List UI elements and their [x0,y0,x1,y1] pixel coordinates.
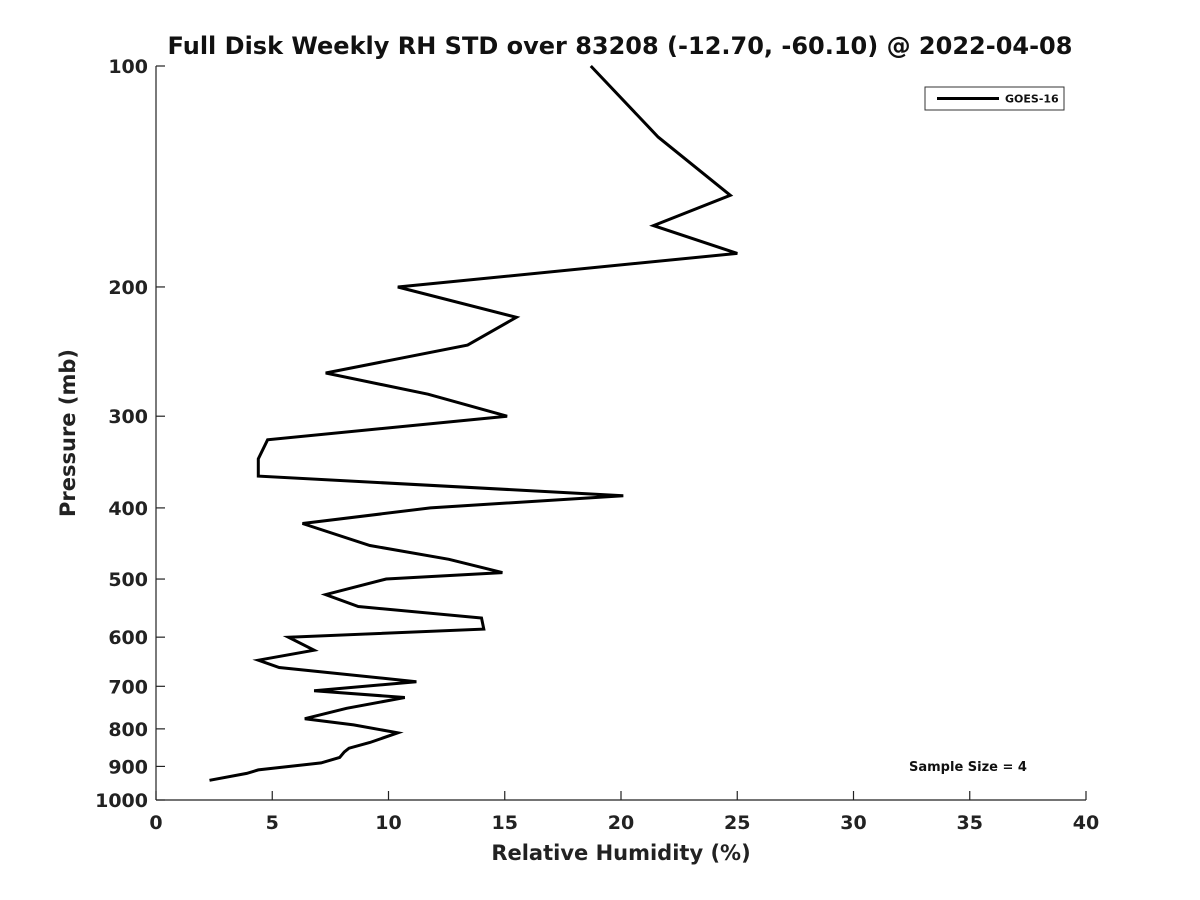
x-tick-label: 35 [957,812,983,834]
x-tick-label: 25 [724,812,750,834]
y-tick-label: 100 [108,56,148,78]
chart-title: Full Disk Weekly RH STD over 83208 (-12.… [168,32,1073,60]
x-tick-label: 0 [149,812,162,834]
x-tick-label: 10 [375,812,401,834]
y-ticks: 100 200 300 400 500 600 700 800 900 1000 [95,56,165,812]
y-tick-label: 800 [108,719,148,741]
y-tick-label: 900 [108,756,148,778]
y-tick-label: 1000 [95,790,148,812]
y-tick-label: 300 [108,406,148,428]
plot-area [155,66,1086,801]
x-tick-label: 40 [1073,812,1099,834]
x-tick-label: 15 [492,812,518,834]
x-ticks: 0 5 10 15 20 25 30 35 40 [149,791,1099,834]
series-line-goes-16 [209,64,738,782]
legend-label-goes-16: GOES-16 [1005,93,1059,106]
sample-size-annotation: Sample Size = 4 [909,760,1027,775]
y-tick-label: 400 [108,498,148,520]
y-axis-label: Pressure (mb) [56,349,80,517]
y-tick-label: 500 [108,569,148,591]
x-tick-label: 30 [840,812,866,834]
x-axis-label: Relative Humidity (%) [491,841,750,865]
y-tick-label: 700 [108,676,148,698]
legend: GOES-16 [924,86,1065,111]
x-tick-label: 20 [608,812,634,834]
x-tick-label: 5 [266,812,279,834]
y-tick-label: 200 [108,277,148,299]
y-tick-label: 600 [108,627,148,649]
